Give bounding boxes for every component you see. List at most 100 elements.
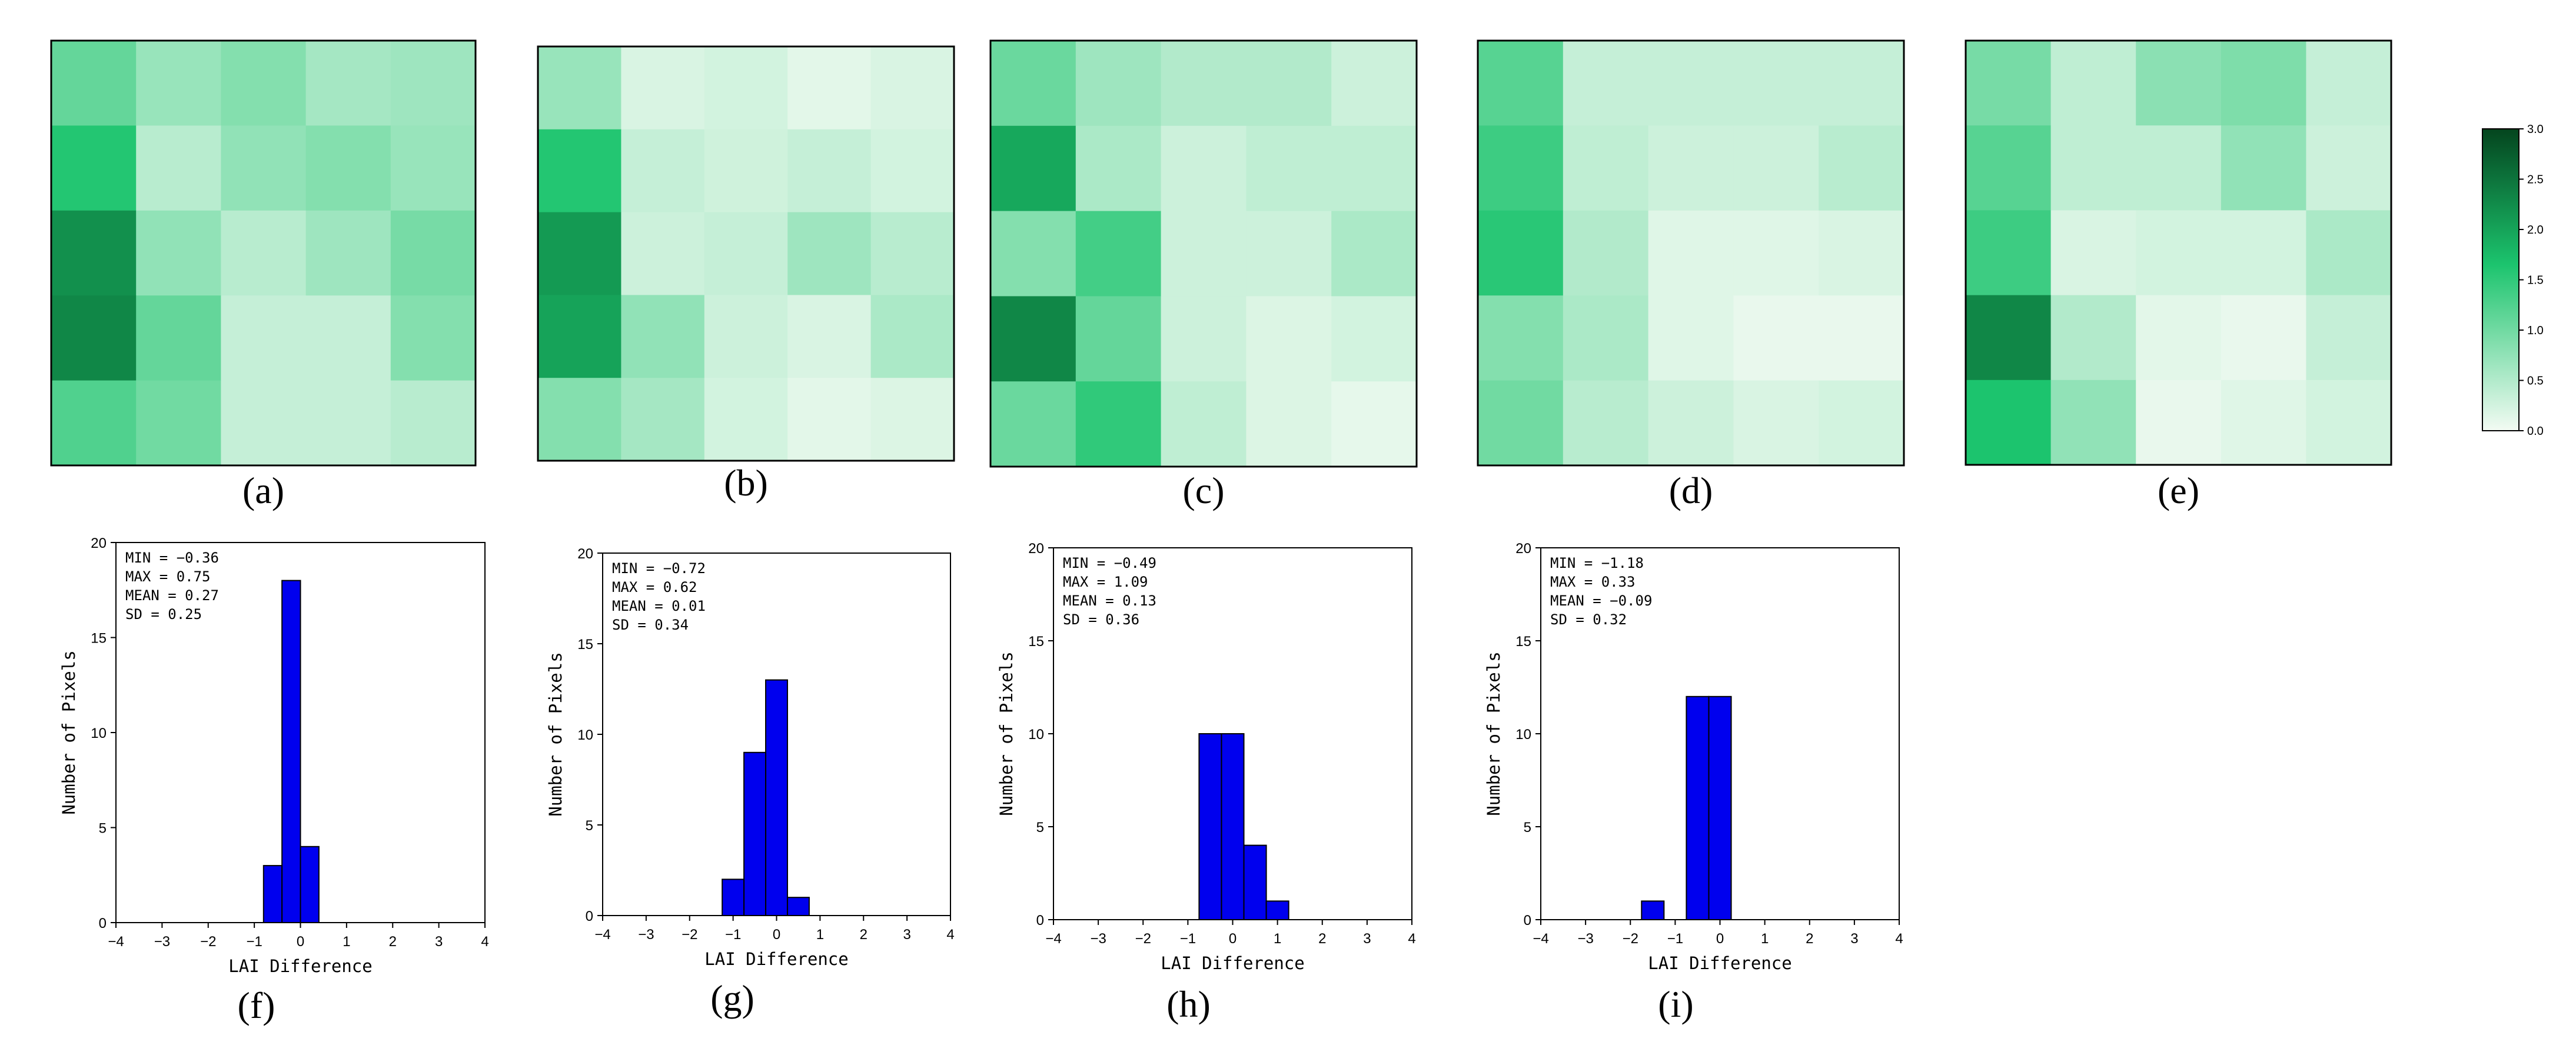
- x-tick-label: 1: [1761, 931, 1769, 947]
- y-tick-label: 0: [586, 908, 593, 924]
- heatmap-panels: (a) (b) (c) (d) (e): [50, 39, 2392, 511]
- colorbar-tick-label: 0.0: [2527, 425, 2544, 438]
- x-tick-label: −3: [638, 927, 654, 943]
- histogram-bar: [1221, 733, 1245, 920]
- heatmap-cell: [1563, 210, 1649, 296]
- heatmap-cell: [2136, 295, 2222, 381]
- heatmap-cell: [538, 212, 621, 295]
- histogram-panel-i: −4 −3 −2 −1 0 1 2 3 4 0 5 10 15 20 LAI Difference Numbe…: [1484, 541, 1903, 1025]
- x-tick-label: −4: [108, 934, 124, 950]
- stats-line: MAX = 1.09: [1063, 574, 1148, 590]
- stats-line: MIN = −0.36: [125, 550, 219, 566]
- histogram-bar: [1198, 733, 1222, 920]
- colorbar-tick-label: 2.0: [2527, 224, 2544, 237]
- heatmap-cell: [2221, 210, 2306, 296]
- heatmap-frame: [50, 39, 477, 467]
- histogram-bar: [1641, 900, 1665, 921]
- x-tick-label: 0: [297, 934, 304, 950]
- heatmap-cell: [990, 381, 1076, 467]
- heatmap-cell: [51, 41, 137, 126]
- y-tick-label: 20: [1515, 541, 1531, 557]
- heatmap-cell: [1075, 381, 1162, 467]
- x-tick-label: −1: [1667, 931, 1683, 947]
- x-tick-label: 3: [1363, 931, 1371, 947]
- heatmap-cell: [2306, 210, 2392, 296]
- heatmap-cell: [1648, 125, 1734, 211]
- x-tick-label: 3: [435, 934, 443, 950]
- panel-label: (f): [238, 984, 275, 1026]
- heatmap-cell: [1819, 380, 1904, 466]
- y-tick-label: 20: [577, 546, 593, 562]
- heatmap-cell: [787, 295, 872, 378]
- y-tick-label: 5: [586, 818, 593, 834]
- heatmap-panel-e: (e): [1965, 39, 2392, 511]
- heatmap-cell: [704, 378, 788, 461]
- y-axis-label: Number of Pixels: [59, 650, 79, 814]
- heatmap-cell: [1819, 41, 1904, 126]
- heatmap-cell: [2136, 210, 2222, 296]
- heatmap-panel-b: (b): [537, 45, 955, 504]
- histogram-panel-h: −4 −3 −2 −1 0 1 2 3 4 0 5 10 15 20 LAI Difference Numbe…: [996, 541, 1416, 1025]
- histogram-panel-f: −4 −3 −2 −1 0 1 2 3 4 0 5 10 15 20 LAI Difference Numbe…: [59, 535, 489, 1026]
- heatmap-cell: [1331, 41, 1417, 127]
- heatmap-cell: [538, 295, 621, 378]
- heatmap-cell: [2306, 380, 2392, 465]
- heatmap-cell: [51, 380, 137, 466]
- heatmap-cell: [1161, 296, 1247, 382]
- y-tick-label: 5: [1036, 820, 1044, 836]
- heatmap-cell: [2050, 210, 2136, 296]
- heatmap-cell: [305, 210, 391, 296]
- heatmap-cell: [1246, 296, 1332, 382]
- heatmap-cell: [787, 46, 872, 130]
- x-tick-label: 0: [773, 927, 780, 943]
- histogram-bar: [765, 679, 788, 916]
- heatmap-cell: [990, 211, 1076, 297]
- heatmap-cell: [1648, 41, 1734, 126]
- panel-label: (d): [1669, 470, 1713, 511]
- panel-label: (h): [1166, 983, 1211, 1025]
- heatmap-cell: [1161, 381, 1247, 467]
- y-tick-label: 20: [1028, 541, 1044, 557]
- heatmap-cell: [1966, 380, 2052, 465]
- heatmap-cell: [390, 380, 476, 466]
- heatmap-cell: [390, 295, 476, 381]
- heatmap-cell: [1563, 295, 1649, 381]
- heatmap-cell: [1819, 125, 1904, 211]
- x-tick-label: −1: [246, 934, 262, 950]
- y-tick-label: 15: [577, 637, 593, 653]
- heatmap-cell: [305, 41, 391, 126]
- heatmap-cell: [1478, 295, 1564, 381]
- colorbar-tick-label: 1.0: [2527, 324, 2544, 337]
- colorbar: 0.0 0.5 1.0 1.5 2.0 2.5 3.0: [2482, 123, 2544, 438]
- heatmap-cell: [51, 210, 137, 296]
- histogram-bar: [1686, 695, 1710, 921]
- heatmap-cell: [621, 378, 705, 461]
- heatmap-cell: [305, 125, 391, 211]
- heatmap-cell: [390, 125, 476, 211]
- heatmap-cell: [221, 41, 307, 126]
- heatmap-cell: [390, 41, 476, 126]
- x-tick-label: −2: [682, 927, 697, 943]
- x-tick-label: 2: [1318, 931, 1326, 947]
- histogram-bar: [722, 878, 745, 917]
- histogram-bar: [743, 751, 767, 917]
- colorbar-tick-label: 0.5: [2527, 375, 2544, 388]
- stats-line: SD = 0.25: [125, 606, 202, 623]
- heatmap-cell: [1161, 41, 1247, 127]
- stats-line: MEAN = −0.09: [1550, 593, 1652, 609]
- heatmap-cell: [221, 380, 307, 466]
- heatmap-cell: [538, 129, 621, 213]
- heatmap-cell: [1733, 210, 1819, 296]
- heatmap-panel-c: (c): [989, 39, 1418, 511]
- x-tick-label: 4: [946, 927, 954, 943]
- heatmap-cell: [870, 212, 955, 295]
- heatmap-cell: [136, 380, 221, 466]
- heatmap-cell: [538, 378, 621, 461]
- y-tick-label: 10: [91, 725, 107, 741]
- histogram-panel-g: −4 −3 −2 −1 0 1 2 3 4 0 5 10 15 20 LAI Difference Numbe…: [546, 546, 955, 1019]
- x-tick-label: 2: [389, 934, 397, 950]
- heatmap-cell: [621, 295, 705, 378]
- heatmap-cell: [990, 125, 1076, 212]
- x-tick-label: −2: [200, 934, 216, 950]
